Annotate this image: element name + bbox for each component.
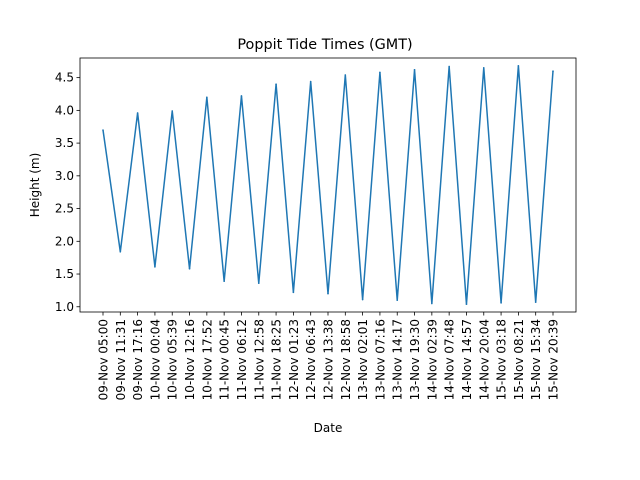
data-point bbox=[482, 67, 485, 69]
x-tick-label: 14-Nov 07:48 bbox=[443, 319, 457, 400]
tide-points bbox=[102, 65, 554, 305]
x-tick-label: 09-Nov 05:00 bbox=[97, 319, 111, 400]
y-tick-label: 3.5 bbox=[55, 136, 74, 150]
data-point bbox=[240, 95, 243, 97]
x-tick-label: 13-Nov 14:17 bbox=[391, 319, 405, 400]
data-point bbox=[379, 71, 381, 74]
data-point bbox=[448, 65, 450, 68]
y-axis-label: Height (m) bbox=[28, 153, 42, 218]
y-axis: 1.0 1.5 2.0 2.5 3.0 3.5 4.0 4.5 bbox=[55, 71, 80, 314]
data-point bbox=[171, 110, 174, 112]
x-tick-label: 10-Nov 12:16 bbox=[183, 319, 197, 400]
x-tick-label: 09-Nov 17:16 bbox=[131, 319, 145, 400]
data-point bbox=[309, 80, 312, 83]
y-tick-label: 1.5 bbox=[55, 267, 74, 281]
data-point bbox=[413, 68, 416, 71]
x-tick-label: 12-Nov 06:43 bbox=[304, 319, 318, 400]
x-axis: 09-Nov 05:00 09-Nov 11:31 09-Nov 17:16 10-N… bbox=[97, 312, 561, 400]
x-tick-label: 12-Nov 18:58 bbox=[339, 319, 353, 400]
data-point bbox=[500, 302, 502, 304]
x-tick-label: 14-Nov 14:57 bbox=[460, 319, 474, 400]
x-tick-label: 10-Nov 17:52 bbox=[200, 319, 214, 400]
x-tick-label: 13-Nov 19:30 bbox=[408, 319, 422, 400]
x-tick-label: 15-Nov 03:18 bbox=[495, 319, 509, 400]
data-point bbox=[136, 112, 139, 114]
data-point bbox=[292, 291, 295, 294]
x-tick-label: 15-Nov 20:39 bbox=[547, 319, 561, 400]
y-tick-label: 2.5 bbox=[55, 202, 74, 216]
data-point bbox=[344, 74, 347, 76]
data-point bbox=[361, 298, 364, 301]
x-tick-label: 12-Nov 01:23 bbox=[287, 319, 301, 400]
data-point bbox=[257, 282, 260, 284]
x-tick-label: 15-Nov 08:21 bbox=[512, 319, 526, 400]
x-tick-label: 09-Nov 11:31 bbox=[114, 319, 128, 400]
data-point bbox=[465, 303, 468, 305]
y-tick-label: 4.0 bbox=[55, 103, 74, 117]
x-tick-label: 14-Nov 20:04 bbox=[477, 319, 491, 400]
y-tick-label: 3.0 bbox=[55, 169, 74, 183]
x-tick-label: 13-Nov 07:16 bbox=[373, 319, 387, 400]
chart-title: Poppit Tide Times (GMT) bbox=[237, 37, 412, 53]
plot-frame bbox=[79, 57, 577, 313]
data-point bbox=[188, 267, 191, 270]
x-tick-label: 11-Nov 00:45 bbox=[218, 319, 232, 400]
x-tick-label: 12-Nov 13:38 bbox=[322, 319, 336, 400]
y-tick-label: 4.5 bbox=[55, 71, 74, 85]
x-tick-label: 10-Nov 00:04 bbox=[148, 319, 162, 400]
x-tick-label: 13-Nov 02:01 bbox=[356, 319, 370, 400]
x-axis-label: Date bbox=[314, 421, 343, 435]
data-point bbox=[154, 266, 156, 268]
x-tick-label: 14-Nov 02:39 bbox=[425, 319, 439, 400]
data-point bbox=[119, 250, 122, 253]
data-point bbox=[102, 129, 104, 131]
data-point bbox=[396, 299, 399, 302]
data-point bbox=[275, 83, 277, 85]
data-point bbox=[206, 96, 208, 99]
x-tick-label: 11-Nov 06:12 bbox=[235, 319, 249, 400]
x-tick-label: 11-Nov 18:25 bbox=[270, 319, 284, 400]
y-tick-label: 1.0 bbox=[55, 300, 74, 314]
data-point bbox=[327, 292, 329, 295]
x-tick-label: 11-Nov 12:58 bbox=[252, 319, 266, 400]
x-tick-label: 10-Nov 05:39 bbox=[166, 319, 180, 400]
data-point bbox=[431, 302, 433, 305]
x-tick-label: 15-Nov 15:34 bbox=[529, 319, 543, 400]
tide-height-line bbox=[102, 65, 554, 305]
y-tick-label: 2.0 bbox=[55, 234, 74, 248]
data-point bbox=[552, 70, 554, 72]
data-point bbox=[534, 301, 537, 303]
data-point bbox=[517, 65, 520, 67]
data-point bbox=[223, 280, 225, 283]
